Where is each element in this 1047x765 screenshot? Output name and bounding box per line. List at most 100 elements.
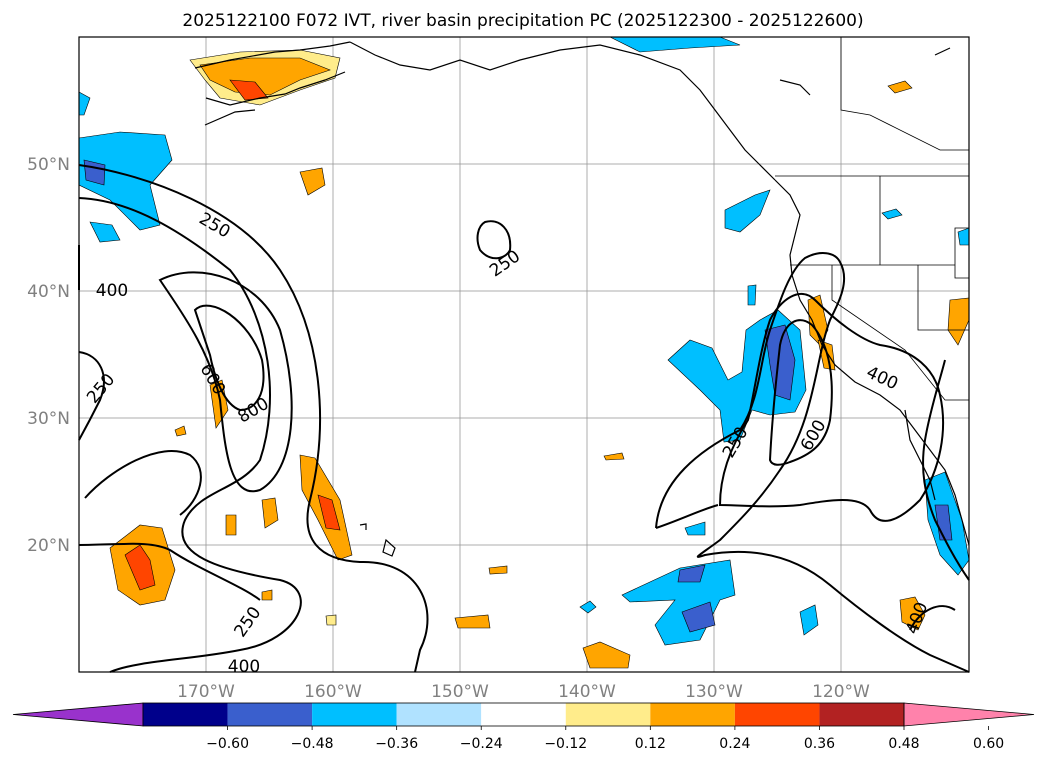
coastline xyxy=(904,409,936,501)
y-tick-label: 50°N xyxy=(27,155,70,175)
precip-patch xyxy=(261,589,273,601)
colorbar-frame xyxy=(142,702,905,727)
precip-patch xyxy=(317,494,341,531)
x-tick-label: 150°W xyxy=(431,682,489,702)
contour-label: 400 xyxy=(96,281,128,301)
precip-patch xyxy=(747,284,757,306)
precip-patch xyxy=(603,452,625,461)
colorbar-segment xyxy=(650,703,735,726)
ivt-contour xyxy=(655,504,719,529)
x-tick-label: 140°W xyxy=(558,682,616,702)
colorbar-tick-label: 0.36 xyxy=(804,736,835,752)
precip-patch xyxy=(488,565,508,575)
precip-patch xyxy=(881,208,903,220)
precip-patch xyxy=(299,167,326,196)
colorbar-segment xyxy=(565,703,651,726)
y-tick-labels: 50°N 40°N 30°N 20°N xyxy=(27,155,70,556)
precip-patch xyxy=(78,131,173,231)
precip-patch xyxy=(677,564,706,583)
precip-patch xyxy=(89,221,121,243)
colorbar: −0.60 −0.48 −0.36 −0.24 −0.12 0.12 0.24 0.36 0.4… xyxy=(12,702,1035,752)
border xyxy=(840,37,969,151)
precip-patch xyxy=(684,521,706,536)
y-tick-label: 30°N xyxy=(27,409,70,429)
x-tick-label: 120°W xyxy=(812,682,870,702)
colorbar-tick-label: −0.60 xyxy=(206,736,249,752)
ivt-contour xyxy=(84,450,202,516)
precip-patch xyxy=(325,614,337,626)
precip-patch xyxy=(579,600,597,614)
ivt-contours xyxy=(78,164,970,673)
colorbar-segment xyxy=(143,703,228,726)
precip-patch xyxy=(764,324,796,401)
contour-label: 400 xyxy=(228,657,260,677)
colorbar-tick-label: 0.24 xyxy=(719,736,750,752)
map-frame xyxy=(78,36,970,673)
coastline xyxy=(779,79,811,96)
precip-patch xyxy=(124,544,156,591)
colorbar-extend-low xyxy=(12,702,144,727)
colorbar-tick-label: −0.48 xyxy=(291,736,334,752)
colorbar-segment xyxy=(819,703,904,726)
state-border xyxy=(917,265,969,331)
island xyxy=(382,538,396,557)
map-panel: 250 250 250 250 250 400 400 400 400 600 … xyxy=(78,36,970,677)
ivt-contour-600 xyxy=(158,271,293,493)
x-tick-label: 170°W xyxy=(177,682,235,702)
colorbar-segment xyxy=(481,703,566,726)
precip-patch xyxy=(681,601,716,633)
precip-shading xyxy=(78,36,970,669)
precip-patch xyxy=(899,596,926,631)
coastline xyxy=(205,71,346,106)
x-tick-label: 130°W xyxy=(685,682,743,702)
coastline xyxy=(204,109,256,126)
precip-patch xyxy=(199,57,331,96)
state-border xyxy=(831,265,969,401)
ivt-contour xyxy=(922,359,970,581)
coastline xyxy=(194,41,351,69)
precip-patch xyxy=(229,79,269,101)
coastlines xyxy=(194,41,970,557)
ivt-contour-400 xyxy=(718,293,945,522)
colorbar-tick-label: −0.24 xyxy=(460,736,503,752)
ivt-contour-600 xyxy=(768,319,833,466)
ivt-contour-250 xyxy=(476,220,512,260)
precip-patch xyxy=(724,189,771,233)
ivt-contour-250 xyxy=(78,164,429,673)
precip-patch xyxy=(582,641,631,669)
x-tick-labels: 170°W 160°W 150°W 140°W 130°W 120°W xyxy=(177,682,870,702)
colorbar-tick-label: −0.36 xyxy=(375,736,418,752)
ivt-contour xyxy=(78,542,261,601)
colorbar-segment xyxy=(396,703,482,726)
precip-patch xyxy=(261,497,279,529)
colorbar-extend-high xyxy=(903,702,1035,727)
y-tick-label: 20°N xyxy=(27,536,70,556)
colorbar-segment xyxy=(227,703,313,726)
ivt-contour-250 xyxy=(655,252,970,673)
precip-patch xyxy=(799,604,819,636)
colorbar-segment xyxy=(734,703,820,726)
precip-patch xyxy=(887,80,913,94)
precip-patch xyxy=(947,297,970,346)
y-tick-label: 40°N xyxy=(27,282,70,302)
ivt-contour-250 xyxy=(78,351,105,441)
colorbar-segment xyxy=(312,703,397,726)
precip-patch xyxy=(454,614,491,629)
colorbar-tick-label: 0.12 xyxy=(635,736,666,752)
coastline xyxy=(774,179,970,546)
precip-patch xyxy=(174,425,187,437)
ivt-contour-400 xyxy=(78,197,302,673)
map-background xyxy=(79,37,969,672)
borders xyxy=(775,37,970,401)
chart-title: 2025122100 F072 IVT, river basin precipi… xyxy=(182,11,863,31)
colorbar-tick-label: 0.48 xyxy=(888,736,919,752)
colorbar-tick-label: −0.12 xyxy=(544,736,587,752)
coastline xyxy=(934,47,951,56)
ivt-contour-400 xyxy=(909,605,956,631)
coastline xyxy=(349,41,776,181)
colorbar-tick-label: 0.60 xyxy=(973,736,1004,752)
x-tick-label: 160°W xyxy=(304,682,362,702)
island xyxy=(359,523,367,530)
precip-patch xyxy=(225,514,237,536)
